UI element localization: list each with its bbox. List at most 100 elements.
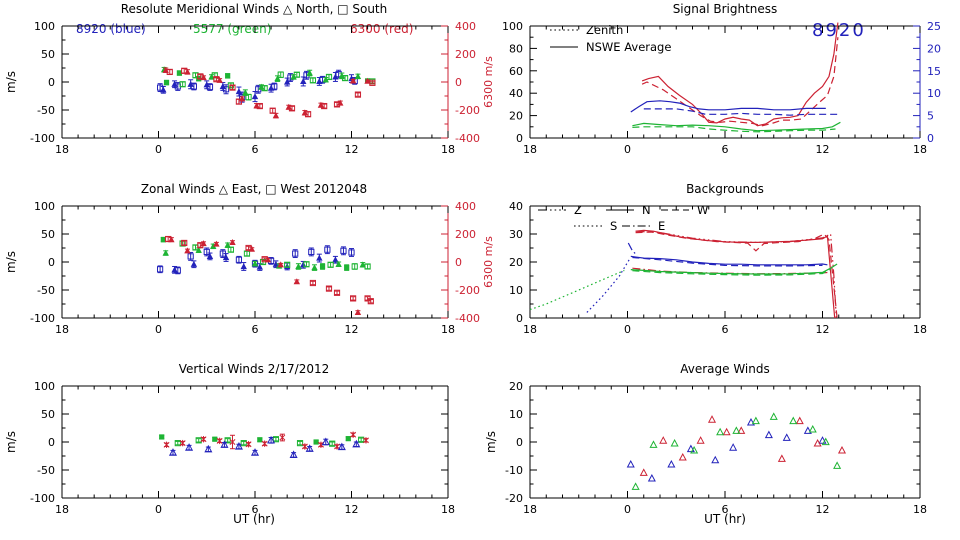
axis-text: 100 — [34, 200, 55, 213]
square-marker — [308, 248, 315, 256]
triangle-marker — [301, 109, 309, 116]
triangle-marker — [190, 260, 198, 267]
square-marker — [288, 105, 296, 112]
triangle-marker — [639, 468, 648, 476]
triangle-marker — [203, 81, 210, 88]
triangle-marker — [322, 76, 329, 83]
square-marker — [345, 436, 351, 442]
axis-text: 12 — [816, 503, 830, 516]
data-line — [627, 242, 638, 257]
triangle-marker — [808, 424, 817, 433]
series-8920-nswe — [630, 100, 826, 113]
square-marker — [333, 289, 341, 296]
axis-text: 400 — [455, 20, 476, 33]
square-marker — [296, 440, 304, 447]
triangle-marker — [707, 415, 717, 423]
axis-text: 0 — [624, 143, 631, 156]
triangle-marker — [789, 416, 798, 425]
panel-title: Backgrounds — [686, 182, 764, 196]
square-marker — [229, 84, 236, 91]
axis-text: 12 — [345, 503, 359, 516]
square-marker — [174, 267, 181, 274]
axis-text: 50 — [41, 408, 55, 421]
data-line — [632, 268, 831, 276]
square-marker — [212, 436, 218, 442]
triangle-marker — [316, 254, 323, 261]
square-marker — [160, 237, 166, 243]
square-marker — [324, 246, 331, 253]
triangle-marker — [649, 440, 658, 448]
triangle-marker — [803, 426, 812, 434]
triangle-marker — [354, 73, 362, 79]
square-marker — [176, 70, 183, 76]
axis-text: 0 — [516, 436, 523, 449]
axis-text: W — [697, 203, 708, 217]
panel-zonal-winds: Zonal Winds △ East, □ West 2012048 18 0 6 1… — [0, 180, 495, 360]
axis-text: 12 — [816, 143, 830, 156]
axis-text: 18 — [913, 503, 927, 516]
axis-text: -400 — [455, 132, 480, 145]
axis-text: 0 — [455, 256, 462, 269]
square-marker — [358, 436, 365, 443]
axis-text: m/s — [484, 431, 498, 453]
panel-title: Signal Brightness — [672, 2, 778, 16]
axis-text: 100 — [34, 20, 55, 33]
axis-text: 6300 m/s — [482, 56, 495, 108]
axis-text: 0 — [48, 436, 55, 449]
triangle-marker — [206, 253, 214, 259]
square-marker — [157, 266, 164, 273]
triangle-marker — [795, 416, 804, 425]
axis-text: 18 — [55, 503, 69, 516]
axis-text: 18 — [523, 503, 537, 516]
triangle-marker — [354, 309, 362, 315]
axis-text: 6 — [722, 503, 729, 516]
triangle-marker — [722, 427, 731, 436]
series-W-6300 — [635, 231, 838, 319]
axis-text: 6 — [722, 323, 729, 336]
axis-text: 10 — [509, 284, 523, 297]
triangle-marker — [626, 459, 635, 468]
triangle-marker — [222, 254, 230, 261]
axis-text: S — [610, 219, 617, 233]
square-marker — [292, 250, 299, 257]
triangle-marker — [764, 430, 773, 439]
triangle-marker — [251, 93, 259, 100]
series-6300 — [165, 235, 374, 315]
square-marker — [203, 248, 210, 256]
triangle-marker — [690, 445, 699, 454]
triangle-marker — [200, 240, 207, 247]
triangle-marker — [267, 435, 276, 444]
triangle-marker — [250, 448, 260, 456]
triangle-marker — [184, 247, 191, 254]
square-marker — [369, 79, 376, 86]
triangle-marker — [235, 88, 243, 95]
panel-signal-brightness: Signal Brightness 8920 18 0 6 12 18 0 20 40 60 80… — [480, 0, 960, 180]
axis-text: 60 — [509, 65, 523, 78]
axis-text: 6 — [722, 143, 729, 156]
panel-meridional-winds: Resolute Meridional Winds △ North, □ Sou… — [0, 0, 495, 180]
axis-text: N — [642, 203, 651, 217]
panel-vertical-winds: Vertical Winds 2/17/2012 UT (hr) 18 0 6 12 1… — [0, 360, 480, 540]
axis-text: NSWE Average — [586, 40, 671, 54]
triangle-marker — [352, 439, 361, 448]
triangle-marker — [184, 68, 191, 75]
series-N-8920 — [630, 255, 828, 266]
axis-text: 12 — [345, 143, 359, 156]
axis-text: 5 — [927, 110, 934, 123]
data-line — [632, 121, 841, 132]
triangle-marker — [213, 240, 220, 247]
square-marker — [174, 440, 181, 447]
axis-text: 0 — [155, 503, 162, 516]
axis-text: 18 — [441, 503, 455, 516]
triangle-marker — [332, 256, 339, 263]
axis-text: Zenith — [586, 23, 623, 37]
triangle-marker — [272, 112, 280, 119]
triangle-marker — [716, 427, 725, 436]
data-line — [635, 231, 838, 319]
data-line — [630, 255, 828, 266]
square-marker — [271, 83, 278, 90]
axes: 18 0 6 12 18-100-50050100-400-20002004006300… — [4, 20, 495, 156]
triangle-marker — [300, 78, 307, 85]
label-8920: 8920 — [812, 20, 866, 41]
